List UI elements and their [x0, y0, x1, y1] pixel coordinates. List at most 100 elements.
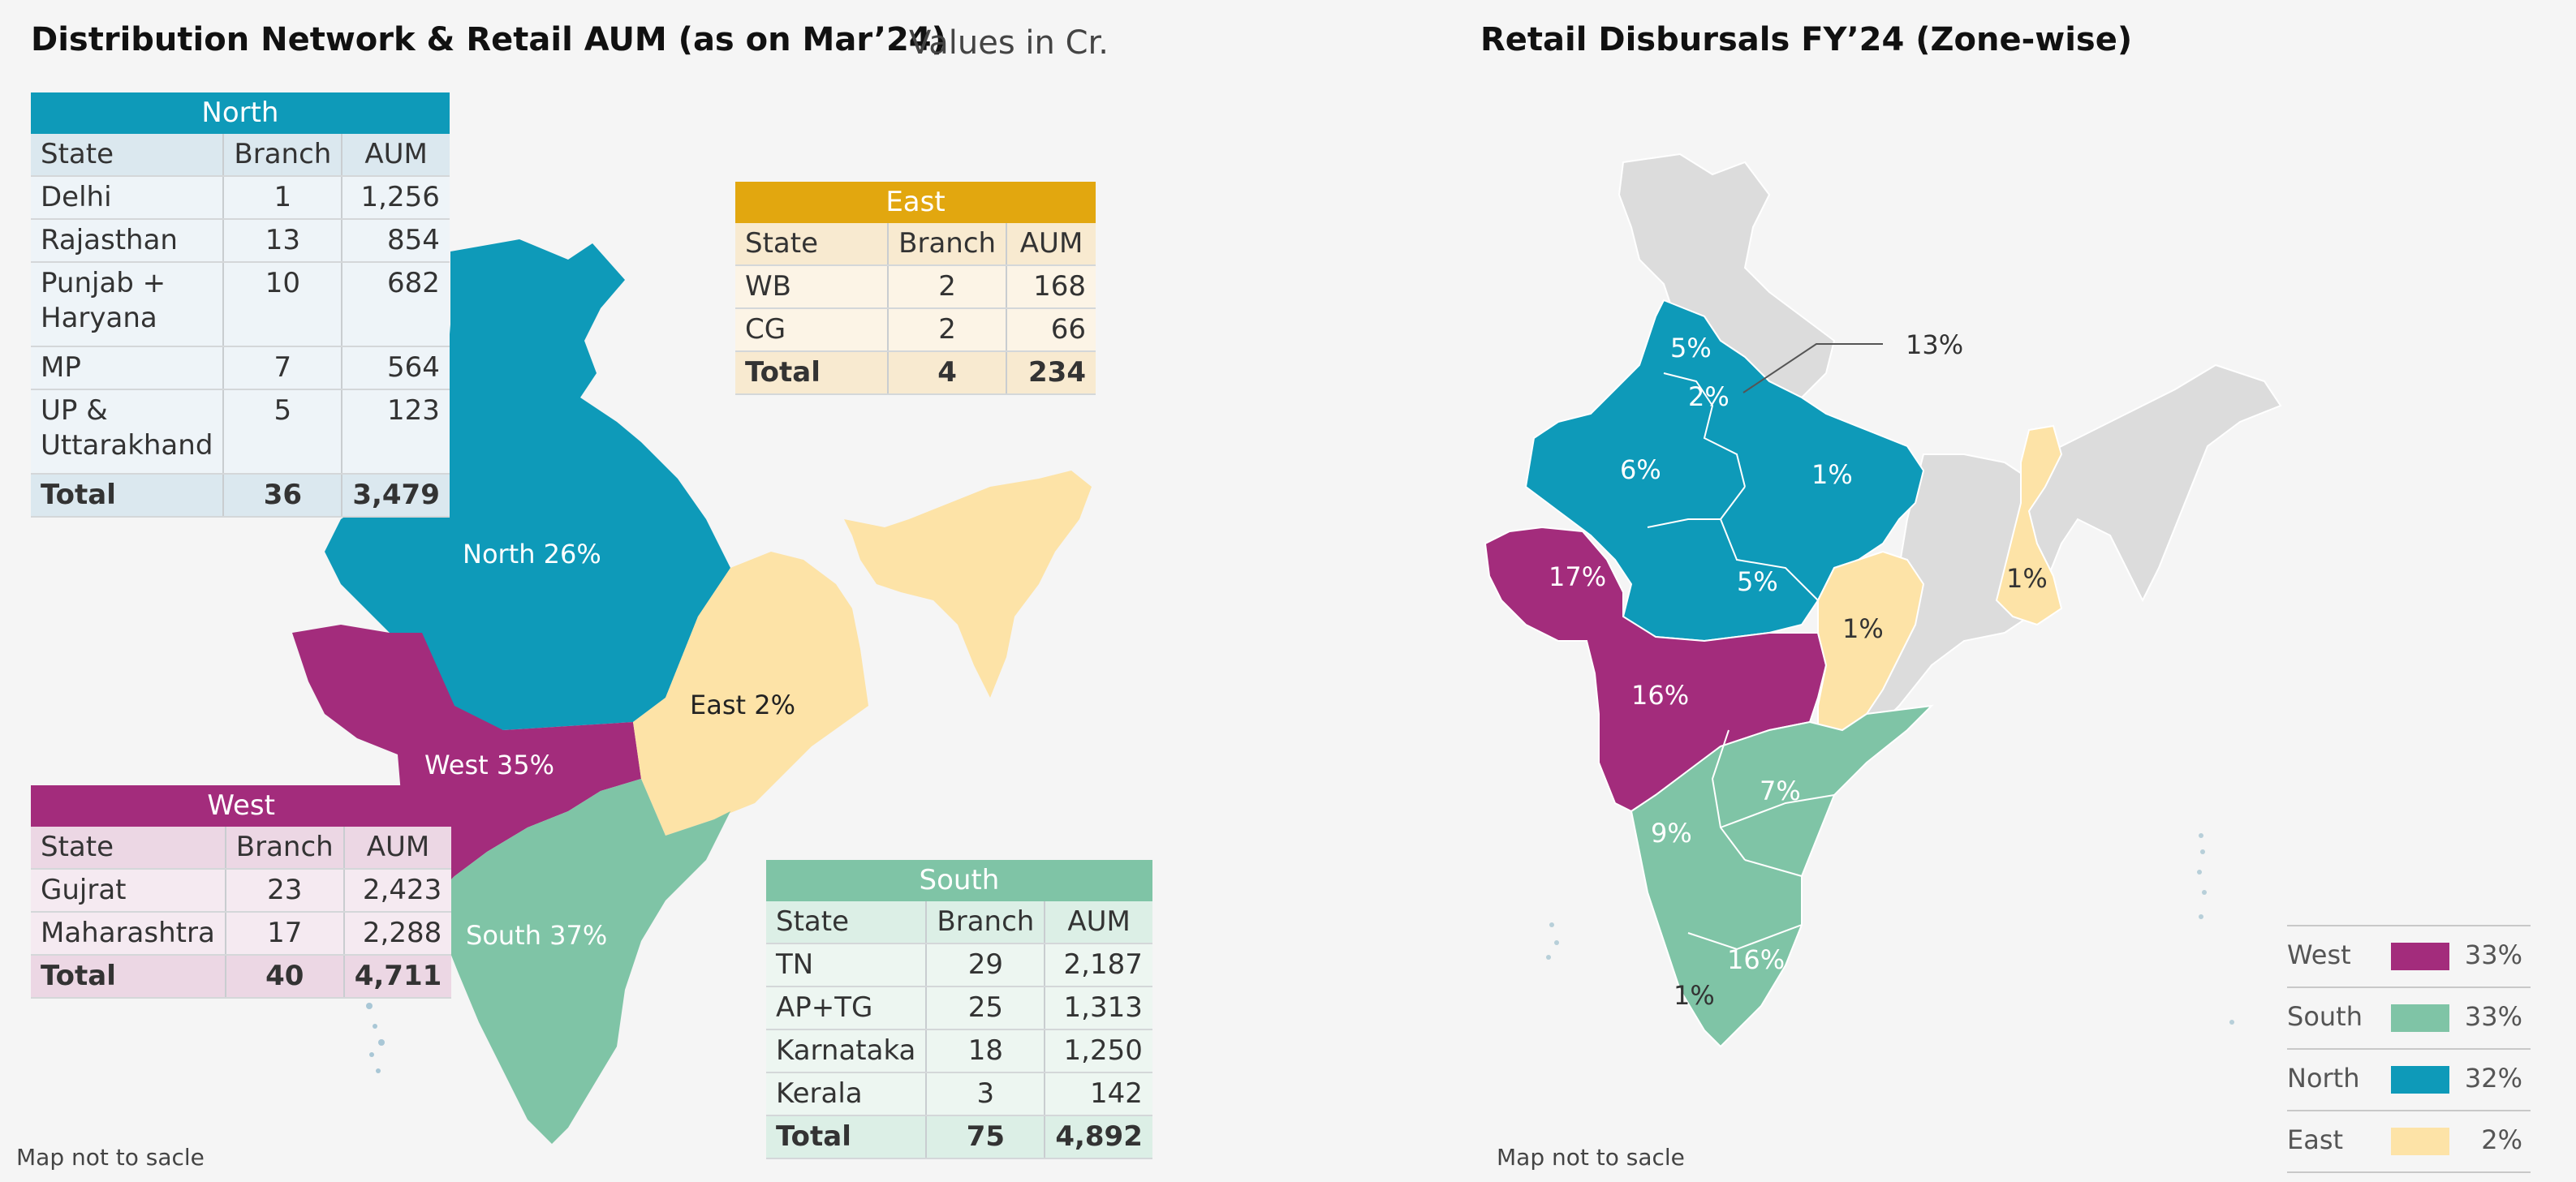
legend-swatch — [2391, 1066, 2449, 1094]
label-mp: 5% — [1737, 566, 1778, 597]
left-footnote: Map not to sacle — [16, 1144, 205, 1171]
table-row-aum: 1,250 — [1045, 1029, 1152, 1073]
col-state: State — [735, 223, 890, 266]
north-table: North State Branch AUM Delhi 1 1,256 Rajas… — [31, 92, 450, 518]
table-row-state: TN — [766, 943, 928, 987]
table-row-state: MP — [31, 346, 225, 390]
disbursal-india-map — [1484, 153, 2282, 1048]
total-aum: 4,892 — [1045, 1115, 1152, 1159]
label-karnataka: 9% — [1651, 818, 1692, 849]
total-aum: 3,479 — [342, 474, 450, 518]
table-row-branch: 29 — [926, 943, 1046, 987]
table-row-state: Maharashtra — [31, 912, 226, 956]
label-punjab: 5% — [1670, 333, 1712, 363]
label-telangana: 7% — [1760, 776, 1801, 806]
table-row-aum: 682 — [342, 262, 450, 347]
col-aum: AUM — [343, 827, 452, 870]
right-title: Retail Disbursals FY’24 (Zone-wise) — [1480, 21, 2133, 58]
total-branch: 75 — [926, 1115, 1046, 1159]
col-aum: AUM — [1045, 901, 1152, 944]
legend-pct: 33% — [2464, 939, 2522, 970]
legend-item-east: East 2% — [2287, 1111, 2531, 1173]
table-row-aum: 854 — [342, 219, 450, 263]
total-label: Total — [766, 1115, 928, 1159]
table-row-branch: 3 — [926, 1072, 1046, 1116]
table-row-state: Delhi — [31, 176, 225, 220]
map-label-south: South 37% — [466, 920, 608, 951]
label-cg: 1% — [1842, 613, 1884, 644]
total-branch: 40 — [225, 955, 345, 999]
label-wb: 1% — [2006, 563, 2048, 594]
col-state: State — [31, 827, 226, 870]
left-title: Distribution Network & Retail AUM (as on… — [31, 21, 946, 58]
map-label-north: North 26% — [463, 539, 601, 570]
table-row-branch: 17 — [225, 912, 345, 956]
lakshadweep-islands-right — [1546, 922, 1559, 960]
map-grey-north — [1618, 153, 1836, 399]
table-row-state: AP+TG — [766, 986, 928, 1030]
map-north — [325, 239, 730, 730]
table-row-state: Karnataka — [766, 1029, 928, 1073]
right-footnote: Map not to sacle — [1497, 1144, 1685, 1171]
legend-zone: West — [2287, 939, 2351, 970]
legend-item-north: North 32% — [2287, 1050, 2531, 1111]
table-row-branch: 25 — [926, 986, 1046, 1030]
table-row-branch: 18 — [926, 1029, 1046, 1073]
state-borders — [1647, 372, 1835, 951]
map-east — [633, 471, 1092, 836]
table-row-aum: 564 — [342, 346, 450, 390]
total-aum: 234 — [1006, 351, 1096, 395]
legend-swatch — [2391, 1128, 2449, 1155]
legend-zone: East — [2287, 1124, 2344, 1155]
legend-pct: 32% — [2464, 1063, 2522, 1094]
table-row-aum: 1,256 — [342, 176, 450, 220]
map-south — [1630, 704, 1934, 1048]
legend-item-west: West 33% — [2287, 926, 2531, 988]
table-row-state: Punjab + Haryana — [31, 262, 225, 347]
map-wb — [1995, 424, 2063, 626]
delhi-leader-line — [1742, 343, 1883, 393]
col-branch: Branch — [223, 134, 343, 177]
table-row-branch: 13 — [223, 219, 343, 263]
table-row-branch: 2 — [888, 265, 1008, 309]
label-maharashtra: 16% — [1631, 680, 1690, 711]
table-row-aum: 2,187 — [1045, 943, 1152, 987]
label-up: 1% — [1811, 459, 1853, 490]
table-row-branch: 10 — [223, 262, 343, 347]
table-row-state: Rajasthan — [31, 219, 225, 263]
south-table-zone: South — [766, 860, 1152, 901]
label-tn: 16% — [1727, 944, 1786, 975]
east-table: East State Branch AUM WB 2 168 CG 2 66 Total… — [735, 182, 1096, 395]
north-table-zone: North — [31, 92, 450, 134]
table-row-branch: 1 — [223, 176, 343, 220]
map-label-west: West 35% — [424, 750, 554, 780]
zone-legend: West 33% South 33% North 32% East 2% — [2287, 925, 2531, 1173]
table-row-branch: 23 — [225, 869, 345, 913]
south-table: South State Branch AUM TN 29 2,187 AP+TG 25… — [766, 860, 1152, 1159]
table-row-state: CG — [735, 308, 890, 352]
map-south — [430, 779, 730, 1144]
table-row-aum: 1,313 — [1045, 986, 1152, 1030]
legend-zone: North — [2287, 1063, 2360, 1094]
table-row-branch: 5 — [223, 389, 343, 475]
total-label: Total — [735, 351, 890, 395]
legend-pct: 33% — [2464, 1001, 2522, 1032]
total-aum: 4,711 — [343, 955, 452, 999]
table-row-state: Kerala — [766, 1072, 928, 1116]
unit-note: Values in Cr. — [909, 24, 1109, 62]
label-rajasthan: 6% — [1620, 454, 1661, 485]
label-gujarat: 17% — [1549, 561, 1607, 592]
total-branch: 4 — [888, 351, 1008, 395]
legend-zone: South — [2287, 1001, 2363, 1032]
table-row-aum: 2,423 — [343, 869, 452, 913]
table-row-state: UP & Uttarakhand — [31, 389, 225, 475]
table-row-state: Gujrat — [31, 869, 226, 913]
map-cg — [1817, 550, 1925, 740]
col-state: State — [766, 901, 928, 944]
map-label-east: East 2% — [690, 690, 795, 720]
label-kerala: 1% — [1674, 980, 1715, 1011]
east-table-zone: East — [735, 182, 1096, 223]
col-aum: AUM — [342, 134, 450, 177]
table-row-aum: 2,288 — [343, 912, 452, 956]
total-label: Total — [31, 474, 225, 518]
